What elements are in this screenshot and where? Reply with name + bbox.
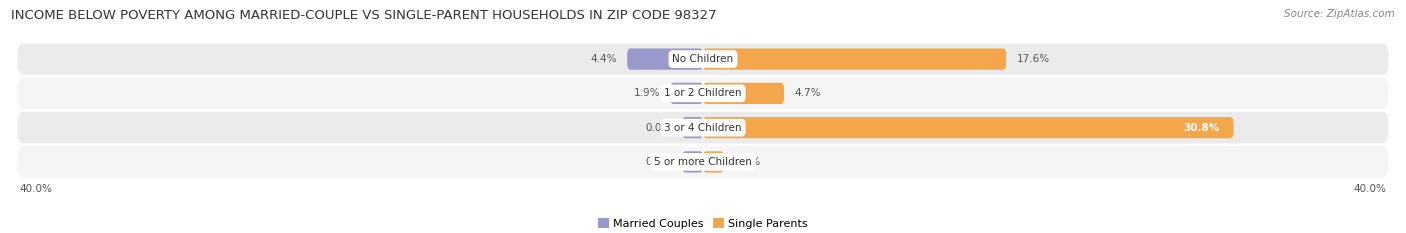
Text: No Children: No Children bbox=[672, 54, 734, 64]
FancyBboxPatch shape bbox=[682, 117, 703, 138]
Legend: Married Couples, Single Parents: Married Couples, Single Parents bbox=[593, 214, 813, 233]
Text: 40.0%: 40.0% bbox=[1354, 184, 1386, 194]
FancyBboxPatch shape bbox=[703, 151, 724, 173]
Text: 40.0%: 40.0% bbox=[20, 184, 52, 194]
Text: INCOME BELOW POVERTY AMONG MARRIED-COUPLE VS SINGLE-PARENT HOUSEHOLDS IN ZIP COD: INCOME BELOW POVERTY AMONG MARRIED-COUPL… bbox=[11, 9, 717, 22]
FancyBboxPatch shape bbox=[703, 83, 785, 104]
Text: 1 or 2 Children: 1 or 2 Children bbox=[664, 88, 742, 98]
FancyBboxPatch shape bbox=[627, 48, 703, 70]
Text: 0.0%: 0.0% bbox=[645, 123, 672, 133]
Text: 17.6%: 17.6% bbox=[1017, 54, 1050, 64]
FancyBboxPatch shape bbox=[17, 78, 1389, 109]
FancyBboxPatch shape bbox=[17, 146, 1389, 178]
FancyBboxPatch shape bbox=[671, 83, 703, 104]
Text: 3 or 4 Children: 3 or 4 Children bbox=[664, 123, 742, 133]
FancyBboxPatch shape bbox=[703, 48, 1007, 70]
Text: 5 or more Children: 5 or more Children bbox=[654, 157, 752, 167]
Text: 30.8%: 30.8% bbox=[1184, 123, 1219, 133]
Text: 4.4%: 4.4% bbox=[591, 54, 617, 64]
FancyBboxPatch shape bbox=[703, 117, 1233, 138]
FancyBboxPatch shape bbox=[682, 151, 703, 173]
Text: Source: ZipAtlas.com: Source: ZipAtlas.com bbox=[1284, 9, 1395, 19]
Text: 0.0%: 0.0% bbox=[645, 157, 672, 167]
Text: 0.0%: 0.0% bbox=[734, 157, 761, 167]
FancyBboxPatch shape bbox=[17, 112, 1389, 143]
Text: 1.9%: 1.9% bbox=[634, 88, 659, 98]
FancyBboxPatch shape bbox=[17, 43, 1389, 75]
Text: 4.7%: 4.7% bbox=[794, 88, 821, 98]
